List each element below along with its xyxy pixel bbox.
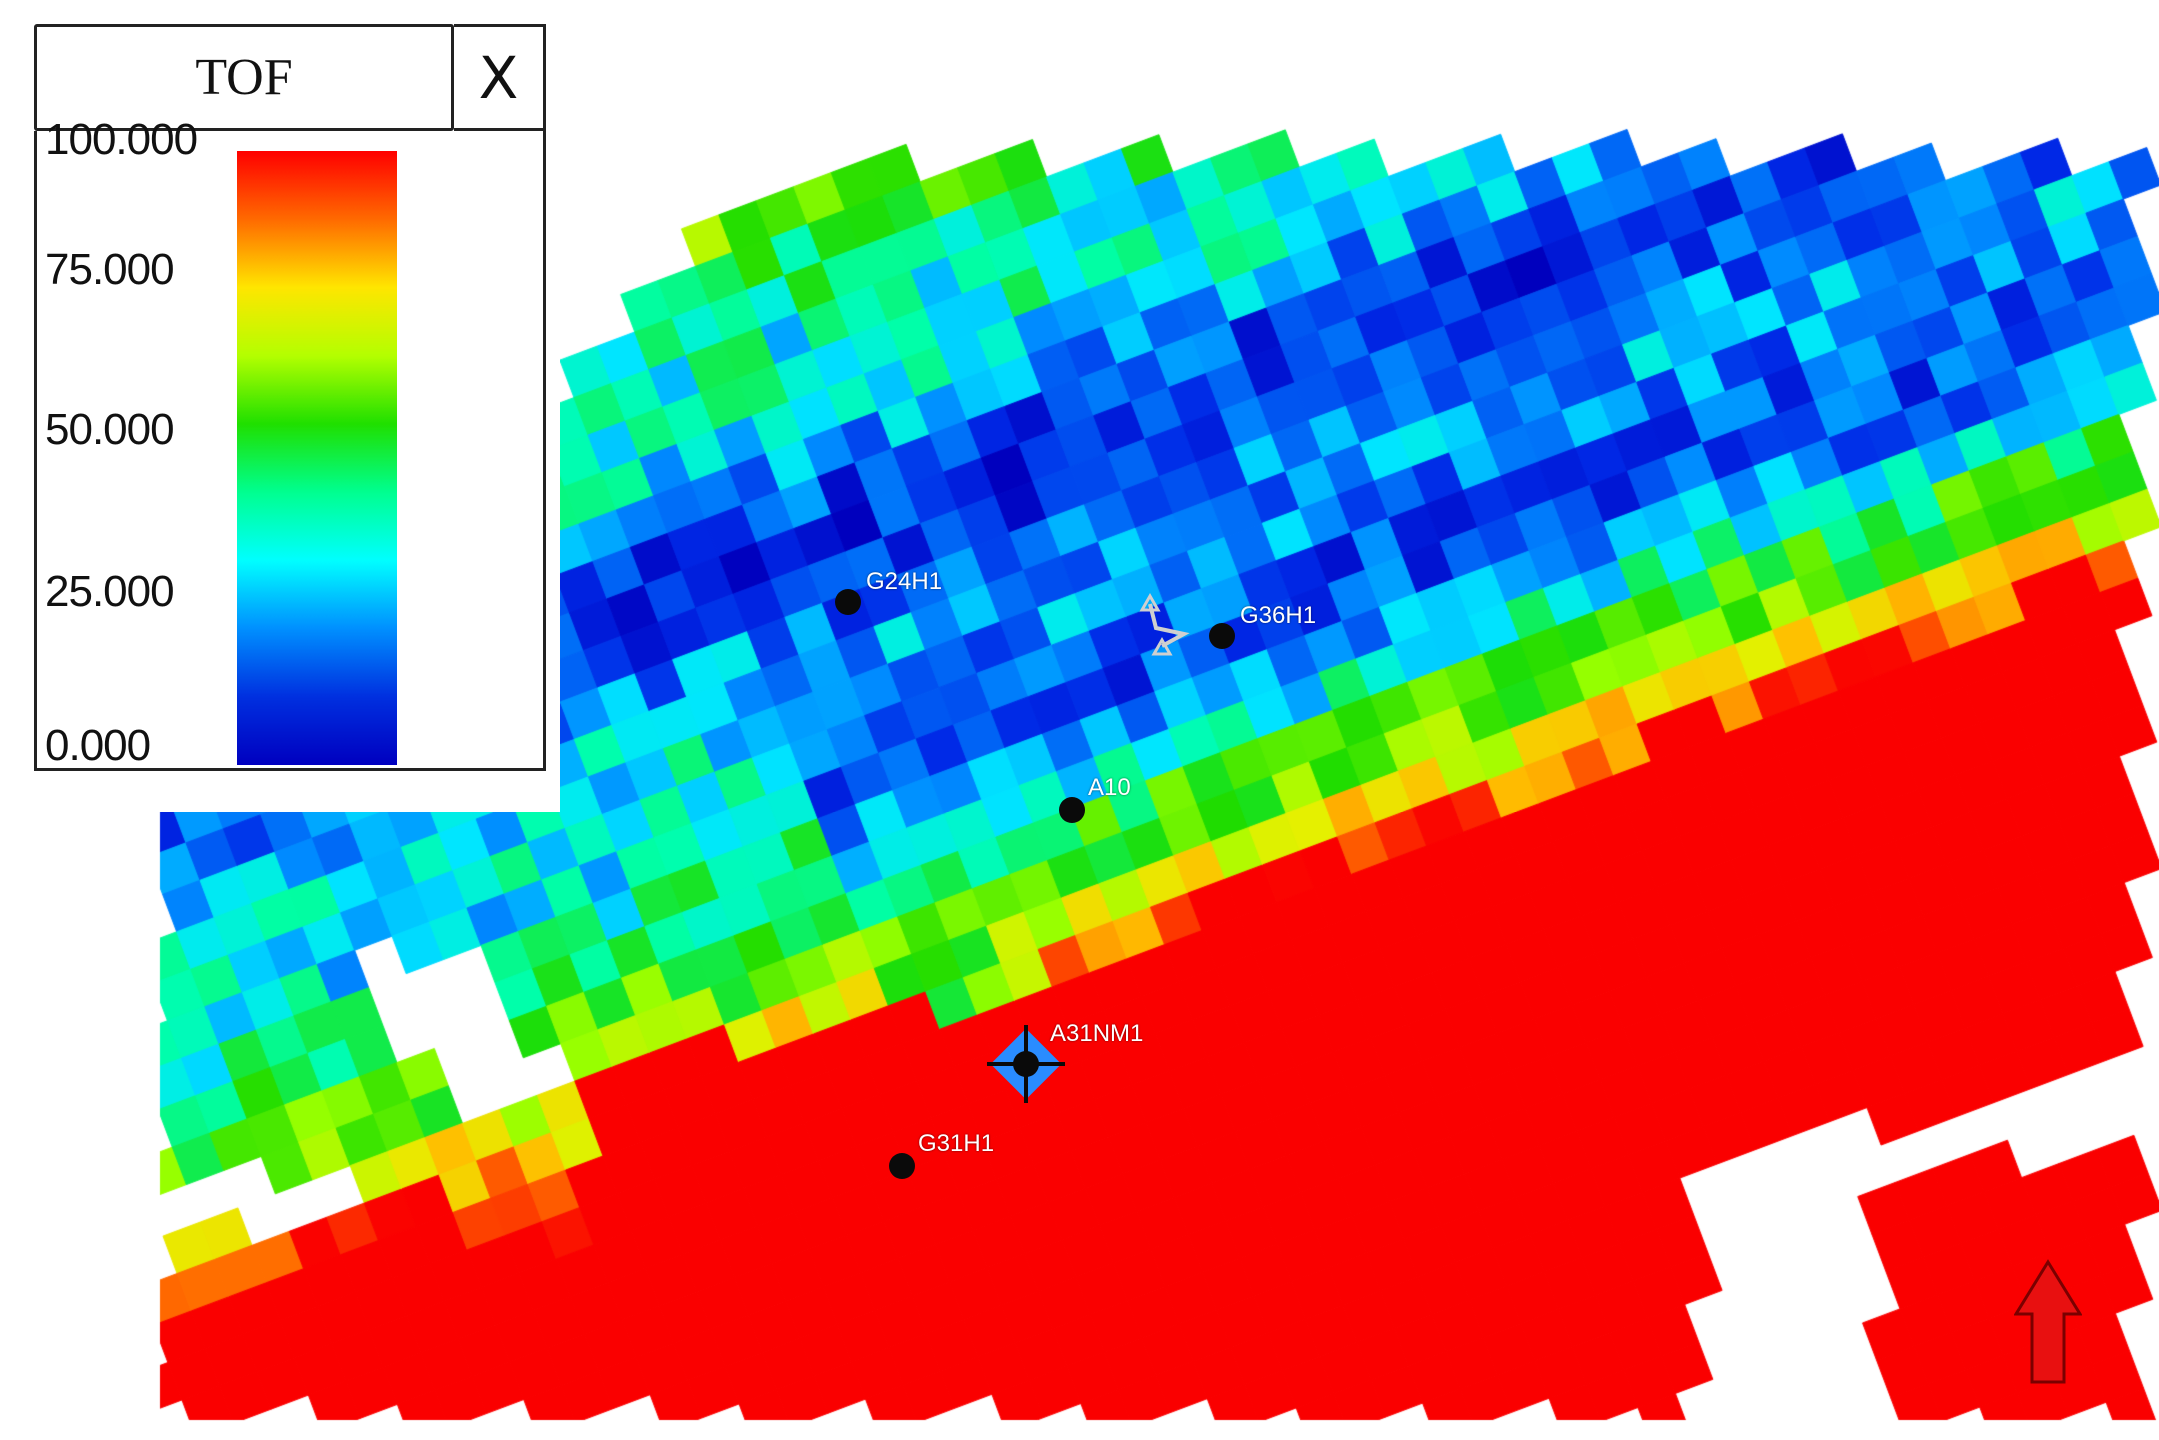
well-label-a31nm1: A31NM1	[1050, 1020, 1144, 1047]
well-marker-a10[interactable]	[1059, 797, 1085, 823]
well-marker-g24h1[interactable]	[835, 589, 861, 615]
well-marker-g31h1[interactable]	[889, 1153, 915, 1179]
legend-tick-0: 0.000	[45, 721, 151, 770]
legend-tick-50: 50.000	[45, 405, 175, 454]
legend-tick-100: 100.000	[45, 115, 198, 164]
legend-header: TOF	[34, 24, 454, 131]
close-icon[interactable]: X	[454, 24, 546, 131]
well-label-g36h1: G36H1	[1240, 602, 1317, 629]
legend-tick-25: 25.000	[45, 567, 175, 616]
north-arrow-icon	[2014, 1259, 2082, 1384]
legend-title: TOF	[195, 49, 293, 106]
well-label-g31h1: G31H1	[918, 1130, 995, 1157]
legend-tick-75: 75.000	[45, 245, 175, 294]
well-injector-icon	[987, 1025, 1065, 1103]
legend-body: 100.000 75.000 50.000 25.000 0.000	[34, 115, 546, 771]
well-trajectory-icon	[1139, 592, 1190, 656]
well-label-g24h1: G24H1	[866, 568, 943, 595]
well-marker-g36h1[interactable]	[1209, 623, 1235, 649]
color-scale-bar	[237, 151, 397, 765]
colorbar-legend: TOF X 100.000 75.000 50.000 25.000 0.000	[30, 20, 560, 812]
well-label-a10: A10	[1088, 774, 1131, 801]
